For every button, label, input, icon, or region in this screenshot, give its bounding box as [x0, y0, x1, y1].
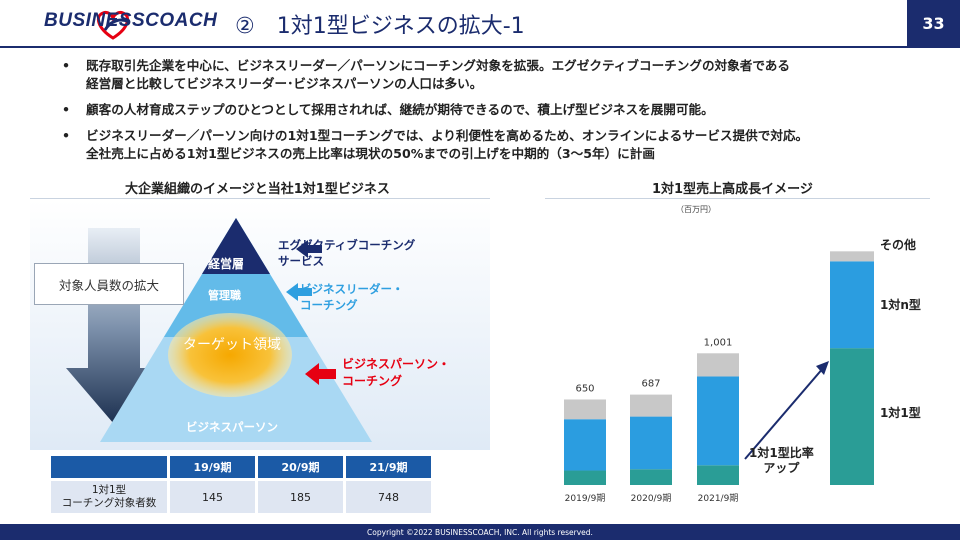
logo-text: BUSINESSCOACH: [44, 10, 218, 31]
company-logo: [96, 11, 130, 40]
callout-leader-line-1: ビジネスリーダー・: [300, 282, 404, 296]
ratio-up-line-1: 1対1型比率: [749, 446, 814, 460]
table-value-19: 145: [170, 481, 255, 513]
leader-pointer-icon: [286, 283, 312, 301]
growth-trend-line: [744, 366, 825, 460]
bar-2-segment-1: [630, 469, 672, 485]
table-row-label-line-1: 1対1型: [91, 484, 127, 496]
pyramid-label-target: ターゲット領域: [183, 337, 281, 353]
category-label: 2019/9期: [565, 493, 606, 504]
target-zone: [168, 313, 292, 397]
ratio-up-line-2: アップ: [763, 461, 800, 475]
bar-3-segment-1: [697, 465, 739, 485]
coaching-count-table: 19/9期 20/9期 21/9期 1対1型 コーチング対象者数 145 185…: [48, 453, 434, 516]
table-corner: [51, 456, 167, 478]
bar-total-label: 687: [641, 379, 660, 390]
growth-arrowhead-icon: [816, 361, 829, 375]
table-row-label: 1対1型 コーチング対象者数: [51, 481, 167, 513]
pyramid-diagram: [30, 200, 490, 450]
bar-1-segment-3: [564, 399, 606, 420]
callout-person-line-1: ビジネスパーソン・: [342, 357, 451, 371]
callout-executive-line-2: サービス: [278, 254, 324, 268]
callout-leader: ビジネスリーダー・ コーチング: [300, 281, 404, 313]
table-header-20: 20/9期: [258, 456, 343, 478]
bar-1-segment-1: [564, 470, 606, 485]
right-section-divider: [545, 198, 930, 199]
executive-pointer-icon: [296, 240, 322, 258]
callout-executive-line-1: エグゼクティブコーチング: [278, 238, 416, 252]
bar-total-label: 650: [575, 383, 594, 394]
footer-copyright: Copyright ©2022 BUSINESSCOACH, INC. All …: [0, 524, 960, 540]
title-divider: [0, 46, 960, 48]
bar-2-segment-3: [630, 394, 672, 417]
bullet-2-line-1: 顧客の人材育成ステップのひとつとして採用されれば、継続が期待できるので、積上げ型…: [86, 102, 714, 117]
table-header-19: 19/9期: [170, 456, 255, 478]
page-title: ② 1対1型ビジネスの拡大-1: [235, 14, 525, 39]
bar-3-segment-3: [697, 353, 739, 377]
left-section-title: 大企業組織のイメージと当社1対1型ビジネス: [125, 182, 390, 197]
pyramid-label-executive: 経営層: [208, 257, 245, 271]
sales-growth-chart: 650 687 1,001 2019/9期 2020/9期 2021/9期: [564, 251, 874, 504]
table-value-20: 185: [258, 481, 343, 513]
callout-executive: エグゼクティブコーチング サービス: [278, 237, 415, 269]
bar-4-segment-2: [830, 261, 874, 349]
legend-other: その他: [880, 238, 917, 252]
bar-1-segment-2: [564, 419, 606, 471]
table-value-21: 748: [346, 481, 431, 513]
ratio-up-annotation: 1対1型比率 アップ: [749, 446, 814, 476]
left-section-divider: [30, 198, 490, 199]
callout-person: ビジネスパーソン・ コーチング: [342, 356, 450, 390]
category-label: 2021/9期: [698, 493, 739, 504]
chart-unit: （百万円）: [676, 205, 716, 214]
pyramid-middle-tier: [164, 218, 308, 337]
bullet-marker: •: [62, 102, 71, 117]
legend-one-to-n: 1対n型: [880, 298, 921, 312]
table-header-21: 21/9期: [346, 456, 431, 478]
bullet-3-line-1: ビジネスリーダー／パーソン向けの1対1型コーチングでは、より利便性を高めるため、…: [86, 128, 809, 143]
legend-one-to-one: 1対1型: [880, 406, 921, 420]
callout-person-line-2: コーチング: [342, 374, 403, 388]
bullet-1-line-2: 経営層と比較してビジネスリーダー･ビジネスパーソンの人口は多い。: [86, 76, 483, 91]
right-section-title: 1対1型売上高成長イメージ: [652, 182, 813, 197]
category-label: 2020/9期: [631, 493, 672, 504]
bullet-marker: •: [62, 58, 71, 73]
bar-4-segment-3: [830, 251, 874, 262]
bar-4-segment-1: [830, 348, 874, 485]
pyramid-top-tier: [202, 218, 270, 274]
bullet-1-line-1: 既存取引先企業を中心に、ビジネスリーダー／パーソンにコーチング対象を拡張。エグゼ…: [86, 58, 790, 73]
bar-total-label: 1,001: [704, 337, 733, 348]
pyramid-label-manager: 管理職: [208, 289, 241, 302]
page-number: 33: [907, 0, 960, 46]
bullet-marker: •: [62, 128, 71, 143]
person-pointer-icon: [305, 363, 336, 385]
callout-leader-line-2: コーチング: [300, 298, 358, 312]
pyramid-label-person: ビジネスパーソン: [186, 420, 278, 434]
arrow-label: 対象人員数の拡大: [34, 263, 184, 305]
bullet-3-line-2: 全社売上に占める1対1型ビジネスの売上比率は現状の50%までの引上げを中期的（3…: [86, 146, 655, 161]
bar-2-segment-2: [630, 416, 672, 470]
table-row-label-line-2: コーチング対象者数: [61, 497, 157, 509]
bar-3-segment-2: [697, 376, 739, 466]
